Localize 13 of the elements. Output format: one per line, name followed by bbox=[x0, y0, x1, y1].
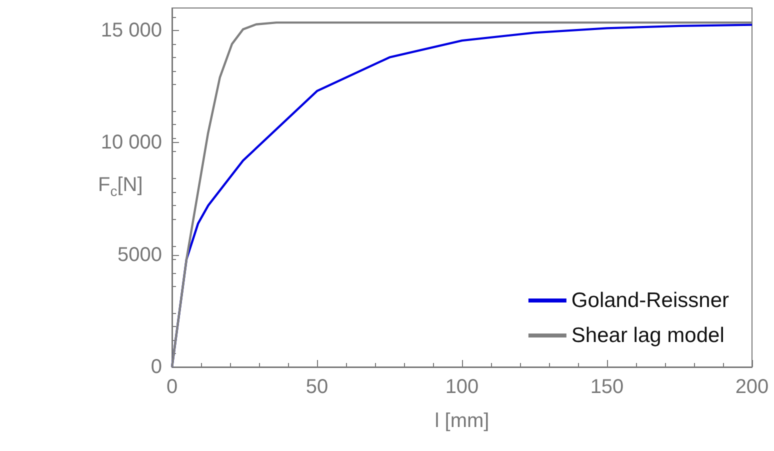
x-tick-label: 200 bbox=[735, 376, 769, 398]
x-tick-label: 50 bbox=[306, 376, 328, 398]
y-tick-label: 15 000 bbox=[100, 19, 162, 42]
y-tick-label: 5000 bbox=[118, 244, 162, 266]
y-tick-label: 0 bbox=[150, 356, 162, 378]
legend-label: Goland-Reissner bbox=[571, 289, 730, 312]
x-axis-title: l [mm] bbox=[434, 410, 490, 432]
x-tick-label: 100 bbox=[445, 376, 479, 398]
x-tick-label: 150 bbox=[590, 376, 624, 398]
y-tick-label: 10 000 bbox=[100, 132, 162, 154]
y-axis-title: F$_{c}$[N] bbox=[98, 174, 143, 199]
x-tick-label: 0 bbox=[166, 376, 178, 398]
legend-label: Shear lag model bbox=[571, 324, 724, 347]
